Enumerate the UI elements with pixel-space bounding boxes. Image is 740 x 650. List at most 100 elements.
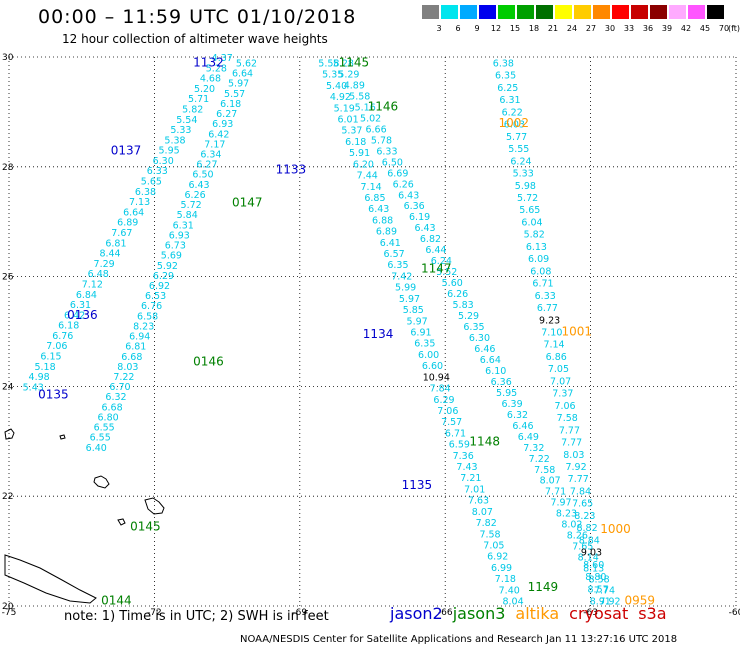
wave-height-value: 6.24 bbox=[510, 156, 531, 167]
wave-height-value: 7.18 bbox=[495, 574, 516, 585]
colorbar-swatch bbox=[555, 5, 572, 19]
wave-height-value: 6.30 bbox=[469, 333, 490, 344]
colorbar-label: 70 bbox=[718, 24, 730, 33]
legend-entry: s3a bbox=[638, 604, 667, 623]
colorbar-label: 3 bbox=[436, 24, 442, 33]
wave-height-value: 6.33 bbox=[535, 291, 556, 302]
pass-time-label: 1148 bbox=[469, 434, 500, 448]
wave-height-value: 5.92 bbox=[157, 261, 178, 272]
wave-height-value: 7.07 bbox=[550, 376, 571, 387]
wave-height-value: 6.93 bbox=[212, 119, 233, 130]
wave-height-value: 6.46 bbox=[474, 344, 495, 355]
legend-entry: jason2 bbox=[390, 604, 443, 623]
wave-height-value: 5.57 bbox=[224, 89, 245, 100]
wave-height-value: 6.57 bbox=[384, 249, 405, 260]
wave-height-value: 6.71 bbox=[532, 279, 553, 290]
wave-height-value: 6.43 bbox=[414, 223, 435, 234]
chart-title: 00:00 – 11:59 UTC 01/10/2018 bbox=[38, 6, 357, 28]
wave-height-value: 6.31 bbox=[499, 95, 520, 106]
wave-height-value: 8.23 bbox=[556, 509, 577, 520]
pass-time-label: 1134 bbox=[363, 327, 394, 341]
footer-note: note: 1) Time is in UTC; 2) SWH is in fe… bbox=[64, 609, 329, 624]
wave-height-value: 5.19 bbox=[334, 103, 355, 114]
wave-height-value: 8.80 bbox=[585, 572, 606, 583]
wave-height-value: 5.29 bbox=[338, 69, 359, 80]
wave-height-value: 5.28 bbox=[206, 63, 227, 74]
wave-height-value: 4.89 bbox=[344, 80, 365, 91]
wave-height-value: 8.58 bbox=[589, 575, 610, 586]
colorbar-label: 9 bbox=[474, 24, 480, 33]
island-outline bbox=[93, 475, 110, 489]
wave-height-value: 6.66 bbox=[365, 124, 386, 135]
wave-height-value: 6.91 bbox=[410, 328, 431, 339]
colorbar-swatch bbox=[422, 5, 439, 19]
wave-height-value: 5.97 bbox=[228, 79, 249, 90]
wave-height-value: 6.53 bbox=[145, 291, 166, 302]
wave-height-value: 6.08 bbox=[530, 266, 551, 277]
wave-height-value: 6.73 bbox=[165, 241, 186, 252]
wave-height-value: 8.07 bbox=[540, 476, 561, 487]
colorbar-label: 39 bbox=[661, 24, 673, 33]
colorbar-swatch bbox=[517, 5, 534, 19]
wave-height-value: 6.86 bbox=[546, 352, 567, 363]
wave-height-value: 4.92 bbox=[330, 92, 351, 103]
wave-height-value: 5.71 bbox=[188, 94, 209, 105]
wave-height-value: 6.60 bbox=[422, 361, 443, 372]
wave-height-value: 5.35 bbox=[322, 70, 343, 81]
legend-entry: jason3 bbox=[452, 604, 506, 623]
pass-time-label: 1133 bbox=[276, 163, 307, 177]
wave-height-value: 7.58 bbox=[479, 529, 500, 540]
wave-height-value: 6.32 bbox=[507, 410, 528, 421]
wave-height-value: 6.84 bbox=[76, 290, 97, 301]
wave-height-value: 8.44 bbox=[99, 249, 120, 260]
colorbar-swatch bbox=[707, 5, 724, 19]
colorbar-swatch bbox=[631, 5, 648, 19]
wave-height-value: 7.14 bbox=[361, 182, 382, 193]
wave-height-value: 5.54 bbox=[176, 115, 197, 126]
wave-height-value: 6.68 bbox=[121, 352, 142, 363]
wave-height-value: 6.39 bbox=[501, 399, 522, 410]
wave-height-value: 6.18 bbox=[220, 99, 241, 110]
wave-height-value: 7.65 bbox=[572, 542, 593, 553]
pass-labels: 1132 1145 1146 1002 0137 1133 0147 1147 0136 1001… bbox=[38, 55, 655, 607]
wave-height-value: 7.17 bbox=[204, 139, 225, 150]
wave-height-value: 6.34 bbox=[200, 150, 221, 161]
wave-height-value: 6.92 bbox=[149, 281, 170, 292]
wave-height-value: 5.72 bbox=[181, 200, 202, 211]
satellite-legend: jason2 jason3 altika cryosat s3a bbox=[390, 604, 677, 623]
wave-height-value: 7.84 bbox=[430, 384, 451, 395]
pass-time-label: 0135 bbox=[38, 388, 69, 402]
lat-tick-label: 24 bbox=[2, 382, 14, 392]
wave-height-value: 6.43 bbox=[398, 190, 419, 201]
wave-height-value: 7.22 bbox=[529, 454, 550, 465]
wave-height-value: 6.40 bbox=[86, 443, 107, 454]
wave-height-value: 6.36 bbox=[491, 377, 512, 388]
pass-time-label: 1149 bbox=[528, 580, 559, 594]
wave-height-value: 5.78 bbox=[371, 135, 392, 146]
wave-height-value: 5.65 bbox=[519, 205, 540, 216]
wave-height-value: 7.92 bbox=[565, 462, 586, 473]
wave-height-value: 7.22 bbox=[113, 372, 134, 383]
wave-height-value: 5.16 bbox=[355, 102, 376, 113]
wave-height-value: 9.03 bbox=[581, 548, 602, 559]
pass-time-label: 0144 bbox=[101, 594, 132, 608]
lon-tick-label: -75 bbox=[2, 608, 17, 618]
colorbar-swatch bbox=[479, 5, 496, 19]
wave-height-value: 6.49 bbox=[518, 432, 539, 443]
wave-height-value: 7.92 bbox=[599, 597, 620, 608]
wave-height-value: 7.05 bbox=[548, 364, 569, 375]
wave-height-value: 4.37 bbox=[212, 53, 233, 64]
wave-height-value: 6.69 bbox=[387, 168, 408, 179]
colorbar-unit: (ft) bbox=[727, 24, 740, 33]
wave-height-value: 6.33 bbox=[376, 146, 397, 157]
wave-height-value: 5.18 bbox=[34, 362, 55, 373]
lat-tick-label: 26 bbox=[2, 273, 14, 283]
colorbar-swatch bbox=[460, 5, 477, 19]
wave-height-value: 6.32 bbox=[105, 392, 126, 403]
colorbar-label: 36 bbox=[642, 24, 654, 33]
cuba-coastline bbox=[4, 554, 97, 604]
wave-height-value: 7.37 bbox=[552, 389, 573, 400]
wave-height-value: 7.82 bbox=[476, 518, 497, 529]
lat-tick-label: 22 bbox=[2, 492, 13, 502]
wave-height-value: 6.33 bbox=[147, 166, 168, 177]
